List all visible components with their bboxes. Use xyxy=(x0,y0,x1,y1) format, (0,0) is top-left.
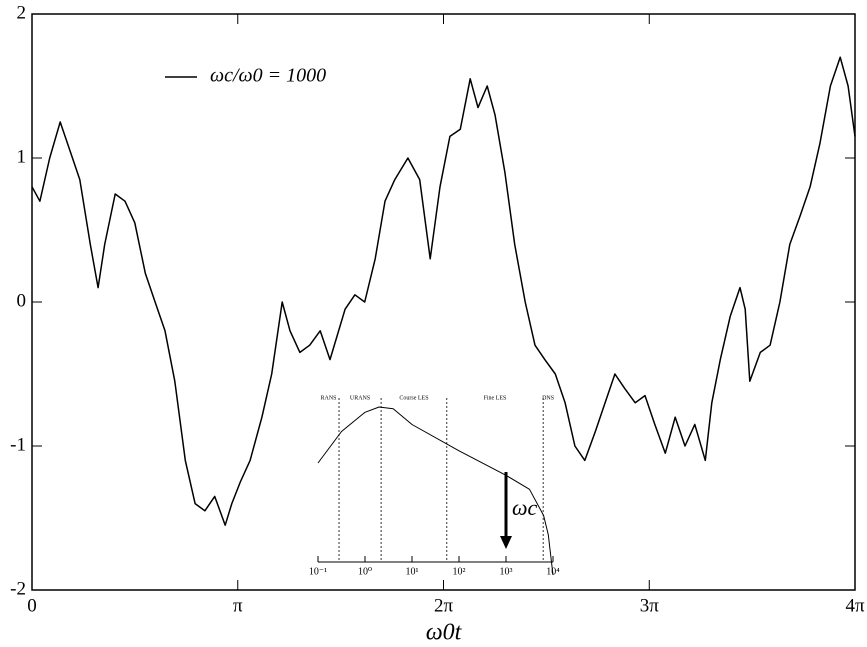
y-tick-label: 1 xyxy=(17,146,27,167)
x-tick-label: 10³ xyxy=(500,566,513,577)
y-tick-label: 2 xyxy=(17,2,27,23)
x-tick-label: 2π xyxy=(434,595,454,616)
legend-label: ωc/ω0 = 1000 xyxy=(210,65,326,87)
region-label: Fine LES xyxy=(484,395,507,401)
region-label: Course LES xyxy=(399,395,428,401)
x-tick-label: 10⁰ xyxy=(358,566,372,577)
x-tick-label: 10⁴ xyxy=(546,566,560,577)
x-tick-label: 10¹ xyxy=(406,566,419,577)
region-label: URANS xyxy=(350,395,370,401)
series-line xyxy=(317,406,554,576)
y-tick-label: -1 xyxy=(10,434,26,455)
x-axis-label: ω0t xyxy=(426,620,463,646)
y-tick-label: -2 xyxy=(10,578,26,599)
x-tick-label: 4π xyxy=(845,595,865,616)
x-tick-label: 10² xyxy=(453,566,466,577)
series-line xyxy=(31,56,856,526)
x-tick-label: π xyxy=(233,595,243,616)
region-label: RANS xyxy=(321,395,337,401)
annotation: ωc xyxy=(512,495,538,520)
x-tick-label: 0 xyxy=(27,595,37,616)
arrow-head xyxy=(500,536,512,549)
x-tick-label: 3π xyxy=(640,595,660,616)
region-label: DNS xyxy=(542,395,554,401)
y-tick-label: 0 xyxy=(17,290,27,311)
x-tick-label: 10⁻¹ xyxy=(309,566,327,577)
